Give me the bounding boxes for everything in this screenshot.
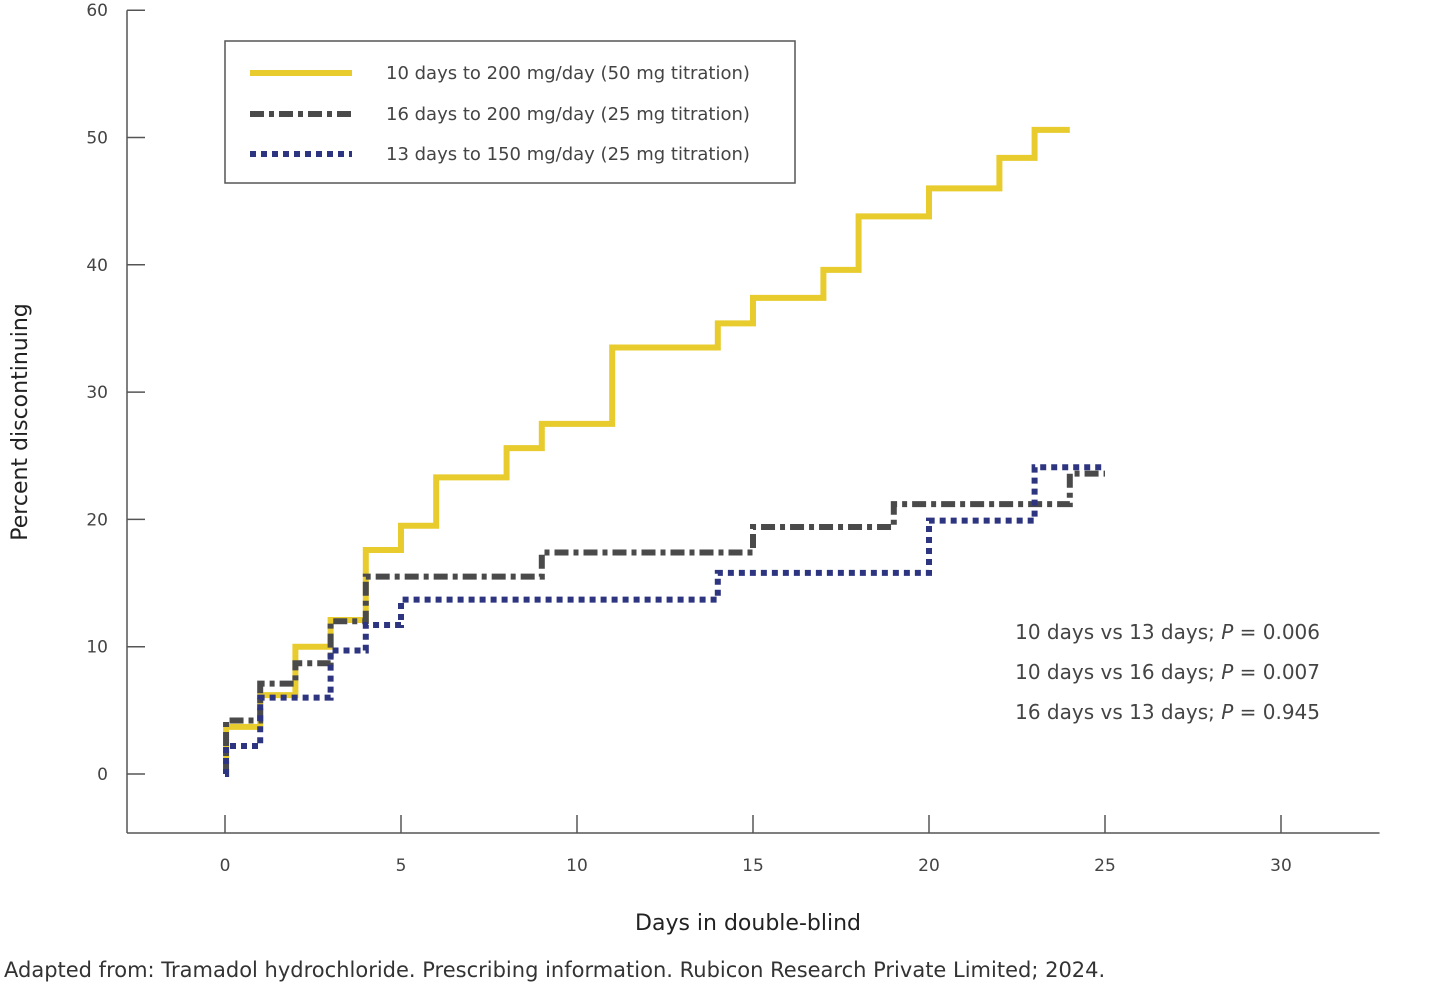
y-axis-title: Percent discontinuing [8,303,33,540]
series-line-2 [223,470,1105,777]
x-tick-label: 20 [918,856,940,876]
y-tick-label: 0 [97,765,108,785]
legend: 10 days to 200 mg/day (50 mg titration) 1… [224,40,796,184]
p-value-annotations: 10 days vs 13 days; P = 0.006 10 days vs … [1015,620,1320,724]
y-tick-label: 60 [86,1,108,21]
series-line-1 [223,126,1070,777]
y-tick-label: 40 [86,256,108,276]
y-tick-label: 30 [86,383,108,403]
legend-label-1: 10 days to 200 mg/day (50 mg titration) [386,63,750,84]
p-value-annotation: 10 days vs 13 days; P = 0.006 [1015,620,1320,644]
p-value-annotation: 16 days vs 13 days; P = 0.945 [1015,700,1320,724]
x-axis-title: Days in double-blind [635,911,861,936]
x-tick-label: 0 [220,856,231,876]
y-tick-label: 20 [86,510,108,530]
legend-label-2: 16 days to 200 mg/day (25 mg titration) [386,104,750,125]
p-value-annotation: 10 days vs 16 days; P = 0.007 [1015,660,1320,684]
y-tick-label: 10 [86,638,108,658]
x-tick-label: 5 [396,856,407,876]
x-tick-label: 25 [1094,856,1116,876]
x-tick-label: 30 [1270,856,1292,876]
source-citation: Adapted from: Tramadol hydrochloride. Pr… [4,958,1106,982]
legend-label-3: 13 days to 150 mg/day (25 mg titration) [386,144,750,165]
x-tick-label: 10 [566,856,588,876]
series-line-3 [223,464,1105,777]
series-layer [223,126,1105,777]
discontinuation-chart: 0 10 20 30 40 50 60 0 5 10 15 20 25 30 10 days to 200… [8,1,1380,936]
x-tick-label: 15 [742,856,764,876]
y-tick-label: 50 [86,129,108,149]
axes: 0 10 20 30 40 50 60 0 5 10 15 20 25 30 [86,1,1380,876]
